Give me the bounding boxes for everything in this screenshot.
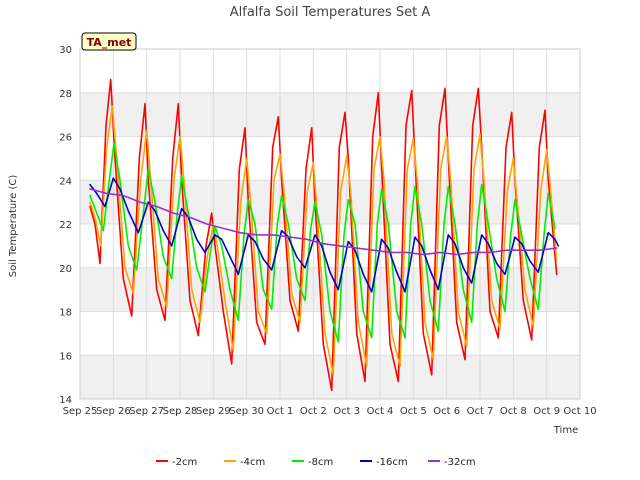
y-tick-label: 24 bbox=[59, 176, 72, 187]
site-tag-label: TA_met bbox=[87, 36, 132, 49]
y-tick-label: 26 bbox=[59, 133, 72, 144]
x-tick-label: Sep 29 bbox=[196, 406, 231, 417]
background-band bbox=[80, 180, 580, 224]
y-tick-label: 28 bbox=[59, 89, 72, 100]
x-tick-label: Oct 5 bbox=[400, 406, 427, 417]
legend-item: -4cm bbox=[224, 457, 265, 468]
x-tick-label: Oct 6 bbox=[433, 406, 460, 417]
y-tick-label: 14 bbox=[59, 395, 72, 406]
series-line-8cmcm bbox=[89, 142, 556, 343]
legend-label: -2cm bbox=[172, 457, 197, 468]
series-line-16cmcm bbox=[89, 177, 560, 293]
y-axis: 14 16 18 20 22 24 26 28 30 bbox=[59, 45, 72, 406]
x-tick-label: Oct 8 bbox=[500, 406, 527, 417]
y-tick-label: 22 bbox=[59, 220, 72, 231]
plot-frame bbox=[79, 48, 581, 400]
x-tick-label: Sep 28 bbox=[163, 406, 198, 417]
x-tick-label: Oct 3 bbox=[333, 406, 360, 417]
y-tick-label: 18 bbox=[59, 308, 72, 319]
series-line-32cmcm bbox=[89, 188, 558, 256]
legend-item: -8cm bbox=[292, 457, 333, 468]
x-tick-label: Oct 4 bbox=[367, 406, 394, 417]
x-tick-label: Oct 1 bbox=[267, 406, 294, 417]
background-band bbox=[80, 92, 580, 137]
x-tick-label: Sep 27 bbox=[129, 406, 164, 417]
x-tick-label: Oct 9 bbox=[533, 406, 560, 417]
y-tick-label: 20 bbox=[59, 264, 72, 275]
series-line-2cmcm bbox=[89, 78, 558, 392]
legend-item: -16cm bbox=[360, 457, 408, 468]
x-tick-label: Oct 2 bbox=[300, 406, 327, 417]
series-lines bbox=[89, 78, 560, 392]
y-tick-label: 30 bbox=[59, 45, 72, 56]
series-line-4cmcm bbox=[89, 105, 558, 376]
legend-label: -4cm bbox=[240, 457, 265, 468]
site-tag: TA_met bbox=[81, 32, 137, 51]
x-tick-label: Oct 7 bbox=[467, 406, 494, 417]
legend: -2cm -4cm -8cm -16cm -32cm bbox=[156, 457, 476, 468]
y-axis-title: Soil Temperature (C) bbox=[8, 175, 19, 278]
y-tick-label: 16 bbox=[59, 351, 72, 362]
site-tag-box bbox=[81, 32, 137, 51]
legend-label: -16cm bbox=[376, 457, 408, 468]
x-tick-label: Sep 26 bbox=[96, 406, 131, 417]
legend-item: -32cm bbox=[428, 457, 476, 468]
legend-label: -8cm bbox=[308, 457, 333, 468]
x-axis-title: Time bbox=[553, 425, 578, 436]
x-tick-label: Sep 30 bbox=[229, 406, 264, 417]
x-tick-label: Oct 10 bbox=[563, 406, 596, 417]
legend-item: -2cm bbox=[156, 457, 197, 468]
x-tick-label: Sep 25 bbox=[63, 406, 98, 417]
chart-title: Alfalfa Soil Temperatures Set A bbox=[230, 5, 431, 20]
legend-label: -32cm bbox=[444, 457, 476, 468]
